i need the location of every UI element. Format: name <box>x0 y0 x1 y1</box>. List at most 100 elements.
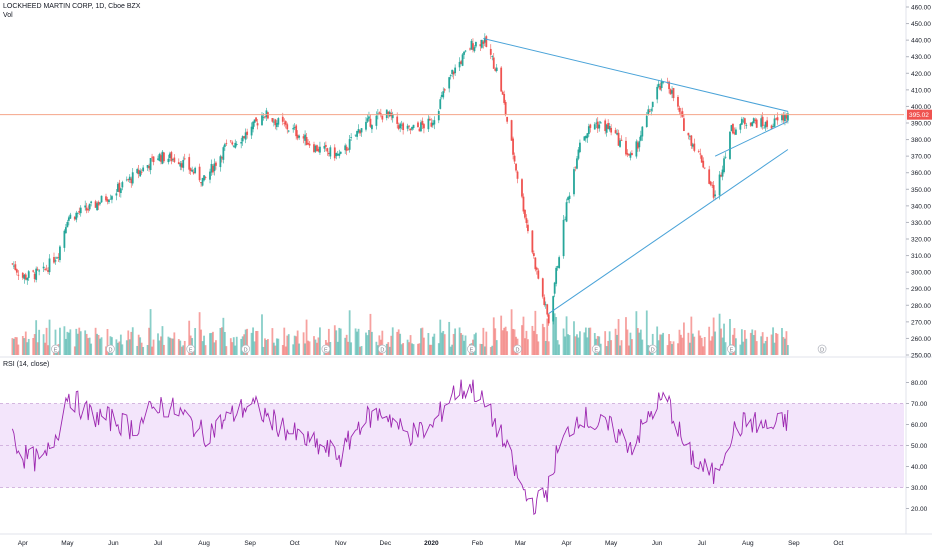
candle-body <box>781 115 783 121</box>
symbol-title: LOCKHEED MARTIN CORP, 1D, Cboe BZX <box>3 3 141 10</box>
candle-body <box>485 36 488 47</box>
volume-bar <box>784 338 786 355</box>
volume-bar <box>584 327 587 355</box>
volume-bar <box>598 336 601 355</box>
time-axis-label: Feb <box>472 540 484 547</box>
candle-body <box>555 267 558 284</box>
candle-body <box>281 116 284 122</box>
volume-bar <box>179 340 182 355</box>
volume-bar <box>308 341 311 355</box>
volume-bar <box>724 342 727 355</box>
candle-body <box>252 121 254 130</box>
candle-body <box>125 179 128 181</box>
time-axis-label: Sep <box>244 540 256 547</box>
volume-bar <box>697 330 700 355</box>
candle-body <box>57 257 60 258</box>
volume-bar <box>482 327 485 355</box>
volume-bar <box>439 319 442 355</box>
candle-body <box>210 163 213 173</box>
volume-bar <box>253 341 256 355</box>
candle-body <box>782 114 785 121</box>
volume-bar <box>562 328 565 355</box>
candle-body <box>121 182 124 188</box>
candle-body <box>319 146 321 153</box>
candle-body <box>787 113 789 121</box>
candle-body <box>130 178 133 184</box>
volume-bar <box>463 340 465 355</box>
candle-body <box>161 151 164 164</box>
volume-bar <box>371 331 373 355</box>
candle-body <box>712 185 715 198</box>
candle-body <box>225 142 228 144</box>
candle-body <box>452 71 455 75</box>
volume-bar <box>21 335 24 355</box>
candle-body <box>27 271 30 278</box>
candle-body <box>751 122 754 127</box>
volume-bar <box>437 343 440 355</box>
volume-bar <box>250 332 253 355</box>
candle-body <box>515 163 517 171</box>
volume-bar <box>229 338 232 355</box>
candle-body <box>730 125 733 132</box>
volume-bar <box>48 319 51 355</box>
candle-body <box>88 203 91 210</box>
volume-bar <box>115 339 118 355</box>
volume-bar <box>163 344 165 355</box>
volume-bar <box>313 336 315 355</box>
trendline <box>714 120 789 157</box>
volume-bar <box>177 339 180 355</box>
event-marker-label: E <box>324 348 328 354</box>
candle-body <box>365 121 367 130</box>
candle-body <box>573 169 575 195</box>
candle-body <box>543 297 546 306</box>
candle-body <box>292 128 295 130</box>
volume-bar <box>246 328 249 355</box>
volume-bar <box>428 344 431 355</box>
volume-bar <box>565 316 568 355</box>
candle-body <box>128 176 131 180</box>
volume-bar <box>735 338 737 355</box>
candle-body <box>151 156 153 158</box>
candle-body <box>246 131 249 135</box>
candle-body <box>513 155 516 162</box>
price-tick-label: 460.00 <box>911 5 931 12</box>
volume-bar <box>699 335 702 355</box>
volume-bar <box>552 309 555 355</box>
volume-bar <box>452 333 455 355</box>
volume-bar <box>24 331 27 355</box>
volume-bar <box>85 333 88 355</box>
candle-body <box>431 122 434 126</box>
volume-bar <box>427 333 430 355</box>
volume-bar <box>388 346 391 355</box>
price-tick-label: 390.00 <box>911 121 931 128</box>
price-tick-label: 320.00 <box>911 237 931 244</box>
candle-body <box>213 163 216 172</box>
time-axis-label: Jun <box>108 540 119 547</box>
volume-bar <box>119 334 122 355</box>
volume-bar <box>504 326 507 355</box>
volume-bar <box>764 340 767 355</box>
volume-bar <box>513 329 516 355</box>
volume-bar <box>587 327 590 355</box>
volume-bar <box>11 338 14 355</box>
volume-bar <box>506 331 509 355</box>
candle-body <box>388 111 391 117</box>
candle-body <box>448 77 451 89</box>
volume-bar <box>636 328 639 355</box>
volume-bar <box>708 326 711 355</box>
candle-body <box>772 126 774 127</box>
volume-bar <box>97 335 100 355</box>
candle-body <box>660 80 663 88</box>
candle-body <box>443 89 446 91</box>
candle-body <box>391 114 394 119</box>
volume-bar <box>284 346 287 355</box>
volume-bar <box>749 332 752 355</box>
volume-bar <box>449 346 452 355</box>
volume-bar <box>198 312 201 355</box>
candle-body <box>240 142 243 144</box>
volume-bar <box>167 336 170 355</box>
candle-body <box>437 111 440 121</box>
candle-body <box>638 141 641 148</box>
candle-body <box>764 122 767 128</box>
